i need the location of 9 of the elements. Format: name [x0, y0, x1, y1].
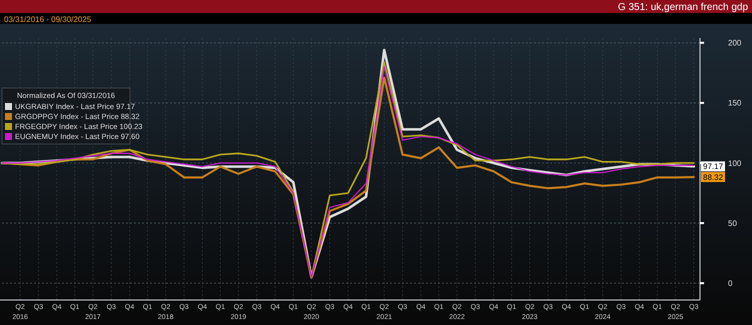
y-tick-label: 200	[728, 38, 742, 48]
y-tick-label: 0	[728, 278, 733, 288]
y-tick-label: 50	[728, 218, 738, 228]
y-tick-label: 100	[728, 158, 742, 168]
data-label: 88.32	[703, 172, 724, 182]
y-tick-label: 150	[728, 98, 742, 108]
chart-title: G 351: uk,german french gdp	[618, 2, 748, 13]
chart-subtitle: 03/31/2016 - 09/30/2025	[4, 15, 92, 24]
data-label: 97.17	[703, 162, 724, 172]
